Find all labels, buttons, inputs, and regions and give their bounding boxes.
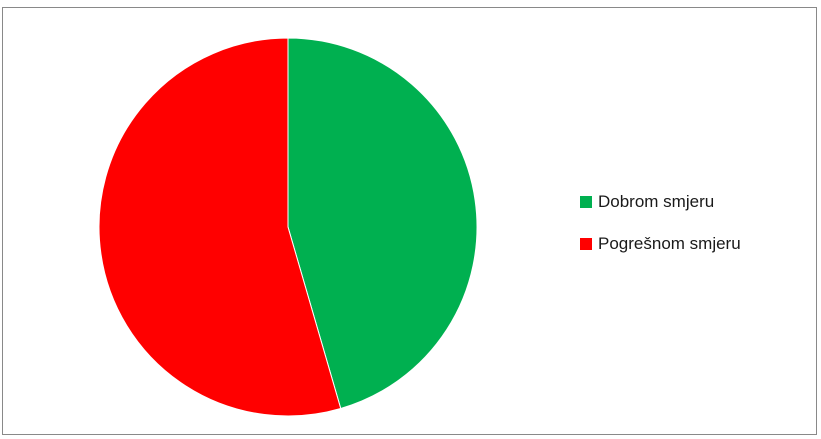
legend-swatch-pogresnom-smjeru — [580, 238, 592, 250]
pie-slice-1 — [98, 37, 342, 417]
legend-label-dobrom-smjeru: Dobrom smjeru — [598, 192, 715, 211]
legend-item-pogresnom-smjeru: Pogrešnom smjeru — [580, 233, 741, 255]
pie-slice-0 — [287, 37, 478, 410]
legend-item-dobrom-smjeru: Dobrom smjeru — [580, 191, 741, 213]
legend-swatch-dobrom-smjeru — [580, 196, 592, 208]
legend: Dobrom smjeru Pogrešnom smjeru — [580, 191, 741, 275]
legend-label-pogresnom-smjeru: Pogrešnom smjeru — [598, 234, 741, 253]
